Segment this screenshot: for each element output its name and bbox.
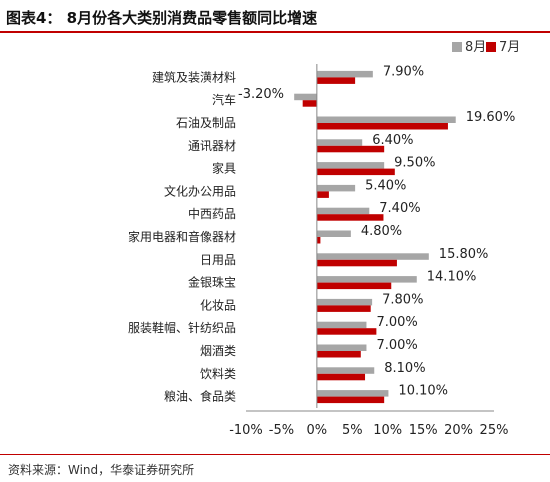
- bar-aug-2: [316, 116, 456, 123]
- category-label: 通讯器材: [188, 139, 236, 153]
- bar-jul-2: [316, 123, 448, 130]
- data-label: 19.60%: [466, 110, 516, 125]
- bar-aug-11: [316, 321, 367, 329]
- category-label: 建筑及装潢材料: [152, 69, 236, 84]
- bar-jul-3: [316, 145, 385, 153]
- bar-aug-10: [316, 298, 373, 306]
- data-label: 7.90%: [383, 64, 424, 79]
- category-label: 日用品: [200, 253, 236, 267]
- x-tick-label: 5%: [342, 423, 363, 438]
- bar-jul-4: [316, 168, 395, 176]
- data-label: 14.10%: [427, 270, 477, 285]
- bar-jul-8: [316, 259, 397, 267]
- data-label: 6.40%: [372, 133, 413, 148]
- category-label: 化妆品: [200, 298, 236, 312]
- bar-aug-6: [316, 207, 370, 215]
- bar-jul-1: [302, 100, 317, 107]
- data-label: 10.10%: [398, 384, 448, 399]
- category-label: 家用电器和音像器材: [128, 229, 236, 244]
- bar-jul-12: [316, 351, 361, 358]
- category-label: 烟酒类: [200, 344, 236, 358]
- category-label: 饮料类: [200, 367, 236, 381]
- legend-label-jul: 7月: [499, 40, 520, 55]
- bar-aug-1: [294, 93, 317, 101]
- source-note: 资料来源：Wind，华泰证券研究所: [8, 463, 195, 477]
- x-tick-label: 25%: [480, 423, 509, 438]
- category-label: 金银珠宝: [188, 275, 236, 290]
- x-tick-label: -10%: [229, 423, 263, 438]
- footer-divider: [0, 454, 550, 455]
- data-label: 7.00%: [376, 315, 417, 330]
- bar-aug-12: [316, 344, 367, 351]
- x-tick-label: 0%: [307, 423, 328, 438]
- bar-aug-4: [316, 162, 385, 169]
- bar-jul-10: [316, 305, 371, 312]
- data-label: 5.40%: [365, 178, 406, 193]
- data-label: 7.40%: [379, 201, 420, 216]
- x-tick-label: 15%: [409, 423, 438, 438]
- data-label: -3.20%: [238, 87, 284, 102]
- data-label: 8.10%: [384, 361, 425, 376]
- bar-aug-9: [316, 276, 417, 283]
- x-tick-label: 10%: [373, 423, 402, 438]
- category-label: 中西药品: [188, 206, 236, 221]
- category-label: 汽车: [212, 92, 236, 107]
- category-label: 粮油、食品类: [164, 389, 236, 404]
- figure-title: 图表4： 8月份各大类别消费品零售额同比增速: [6, 9, 318, 27]
- data-label: 7.00%: [376, 338, 417, 353]
- bar-aug-8: [316, 253, 429, 260]
- bar-jul-9: [316, 282, 392, 290]
- data-label: 4.80%: [361, 224, 402, 239]
- category-label: 服装鞋帽、针纺织品: [128, 320, 236, 335]
- bar-aug-14: [316, 390, 389, 397]
- bar-aug-13: [316, 367, 375, 374]
- x-tick-label: -5%: [269, 423, 294, 438]
- legend-swatch-jul: [486, 42, 496, 52]
- bar-jul-14: [316, 396, 385, 404]
- data-label: 9.50%: [394, 156, 435, 171]
- bar-jul-5: [316, 191, 329, 198]
- legend-swatch-aug: [452, 42, 462, 52]
- category-label: 家具: [212, 161, 236, 176]
- category-label: 石油及制品: [176, 116, 236, 130]
- data-label: 15.80%: [439, 247, 489, 262]
- title-bar: 图表4： 8月份各大类别消费品零售额同比增速: [0, 0, 550, 33]
- bar-aug-7: [316, 230, 351, 237]
- bar-jul-13: [316, 373, 366, 381]
- bar-aug-3: [316, 139, 363, 146]
- bar-aug-0: [316, 70, 373, 78]
- bar-aug-5: [316, 184, 356, 192]
- bar-jul-7: [316, 237, 321, 244]
- title-divider: [0, 31, 550, 33]
- x-tick-label: 20%: [444, 423, 473, 438]
- bar-jul-6: [316, 214, 384, 221]
- category-label: 文化办公用品: [164, 183, 236, 198]
- bar-jul-11: [316, 328, 377, 335]
- legend-label-aug: 8月: [465, 40, 486, 55]
- bar-jul-0: [316, 77, 356, 84]
- data-label: 7.80%: [382, 292, 423, 307]
